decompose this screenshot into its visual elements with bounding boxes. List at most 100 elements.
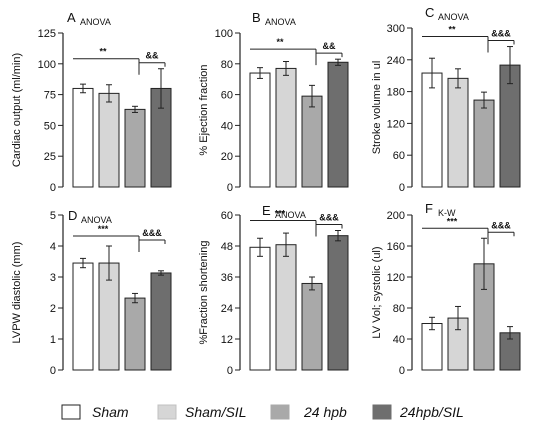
y-tick-label: 80: [393, 303, 405, 315]
panel-test-label: ANOVA: [438, 12, 469, 22]
y-tick-label: 25: [44, 151, 56, 163]
legend-swatch-24hpb: [270, 404, 290, 420]
y-tick-label: 75: [44, 90, 56, 102]
bar-b-0: [249, 72, 271, 188]
y-tick-label: 240: [387, 55, 405, 67]
panel-c: 0 60 120 180 240 300 Stroke volume in ul C ANOVA…: [371, 5, 521, 194]
panel-test-label: K-W: [438, 208, 456, 218]
y-tick-label: 0: [50, 182, 56, 194]
y-tick-label: 120: [387, 118, 405, 130]
panel-letter: E: [262, 203, 271, 218]
y-tick-label: 36: [221, 272, 233, 284]
sig-label: **: [276, 37, 284, 47]
sig-label: **: [99, 47, 107, 57]
y-tick-label: 160: [387, 241, 405, 253]
bar-b-2: [301, 95, 323, 188]
y-axis-label: % Ejection fraction: [198, 64, 210, 155]
bar-d-0: [72, 262, 94, 371]
y-axis-label: LVPW diastolic (mm): [11, 242, 23, 344]
y-tick-label: 180: [387, 87, 405, 99]
sig-label: &&: [323, 41, 336, 51]
bar-d-2: [124, 297, 146, 371]
bar-c-0: [421, 72, 443, 188]
y-tick-label: 4: [50, 241, 56, 253]
panel-b: 0 20 40 60 80 100 % Ejection fraction B ANOVA ** &…: [198, 10, 349, 194]
panel-letter: F: [425, 201, 433, 216]
legend-label-24hpb: 24 hpb: [303, 404, 347, 420]
bar-e-1: [275, 244, 297, 371]
bar-a-1: [98, 92, 120, 188]
bar-e-3: [327, 235, 349, 371]
bar-c-2: [473, 99, 495, 188]
legend-label-sham-sil: Sham/SIL: [185, 404, 246, 420]
y-tick-label: 200: [387, 210, 405, 222]
y-tick-label: 20: [221, 151, 233, 163]
y-tick-label: 40: [221, 120, 233, 132]
y-tick-label: 60: [221, 210, 233, 222]
y-tick-label: 60: [393, 150, 405, 162]
panel-f: 0 40 80 120 160 200 LV Vol; systolic (ul) F K-W*…: [371, 201, 521, 377]
panel-letter: B: [252, 10, 261, 25]
y-tick-label: 80: [221, 59, 233, 71]
sig-label: &&&: [491, 220, 511, 230]
y-tick-label: 1: [50, 334, 56, 346]
panel-test-label: ANOVA: [275, 210, 306, 220]
sig-label: ***: [275, 209, 286, 219]
y-tick-label: 120: [387, 272, 405, 284]
bar-a-2: [124, 108, 146, 188]
panel-letter: D: [68, 208, 77, 223]
bar-b-3: [327, 61, 349, 188]
bar-c-1: [447, 77, 469, 188]
y-tick-label: 125: [38, 28, 56, 40]
y-tick-label: 100: [215, 28, 233, 40]
legend-label-24hpb-sil: 24hpb/SIL: [399, 404, 464, 420]
panel-letter: C: [425, 5, 434, 20]
y-tick-label: 50: [44, 120, 56, 132]
panel-test-label: ANOVA: [80, 17, 111, 27]
y-tick-label: 0: [399, 365, 405, 377]
bar-f-0: [421, 323, 443, 371]
y-tick-label: 0: [227, 365, 233, 377]
sig-label: **: [448, 25, 456, 35]
panel-a: 0 25 50 75 100 125 Cardiac output (ml/min) A ANO…: [11, 10, 172, 194]
panel-d: 0 1 2 3 4 5 LVPW diastolic (mm) D ANOVA*** &&&: [11, 208, 172, 377]
panel-e: 0 12 24 36 48 60 %Fraction shortening E ANOVA***…: [198, 203, 349, 377]
sig-label: &&&: [491, 29, 511, 39]
y-axis-label: Stroke volume in ul: [371, 61, 383, 155]
bar-a-0: [72, 87, 94, 188]
sig-label: ***: [447, 216, 458, 226]
bar-e-0: [249, 246, 271, 371]
sig-label: &&&: [142, 228, 162, 238]
y-tick-label: 100: [38, 59, 56, 71]
y-tick-label: 40: [393, 334, 405, 346]
sig-label: &&: [146, 51, 159, 61]
y-axis-label: Cardiac output (ml/min): [11, 53, 23, 167]
y-tick-label: 0: [399, 182, 405, 194]
legend-label-sham: Sham: [92, 404, 129, 420]
y-tick-label: 48: [221, 241, 233, 253]
y-tick-label: 2: [50, 303, 56, 315]
panel-test-label: ANOVA: [81, 215, 112, 225]
y-tick-label: 60: [221, 90, 233, 102]
y-axis-label: %Fraction shortening: [198, 241, 210, 345]
sig-label: &&&: [319, 213, 339, 223]
y-tick-label: 12: [221, 334, 233, 346]
bar-b-1: [275, 67, 297, 188]
legend-swatch-sham-sil: [157, 404, 177, 420]
y-tick-label: 0: [50, 365, 56, 377]
legend-swatch-sham: [61, 404, 81, 420]
legend: Sham Sham/SIL 24 hpb 24hpb/SIL: [61, 404, 464, 420]
bar-d-3: [150, 272, 172, 371]
y-tick-label: 0: [227, 182, 233, 194]
y-tick-label: 24: [221, 303, 233, 315]
legend-swatch-24hpb-sil: [372, 404, 392, 420]
y-tick-label: 5: [50, 210, 56, 222]
y-tick-label: 300: [387, 23, 405, 35]
panel-letter: A: [67, 10, 76, 25]
y-tick-label: 3: [50, 272, 56, 284]
sig-label: ***: [98, 224, 109, 234]
y-axis-label: LV Vol; systolic (ul): [371, 246, 383, 338]
bar-e-2: [301, 282, 323, 371]
